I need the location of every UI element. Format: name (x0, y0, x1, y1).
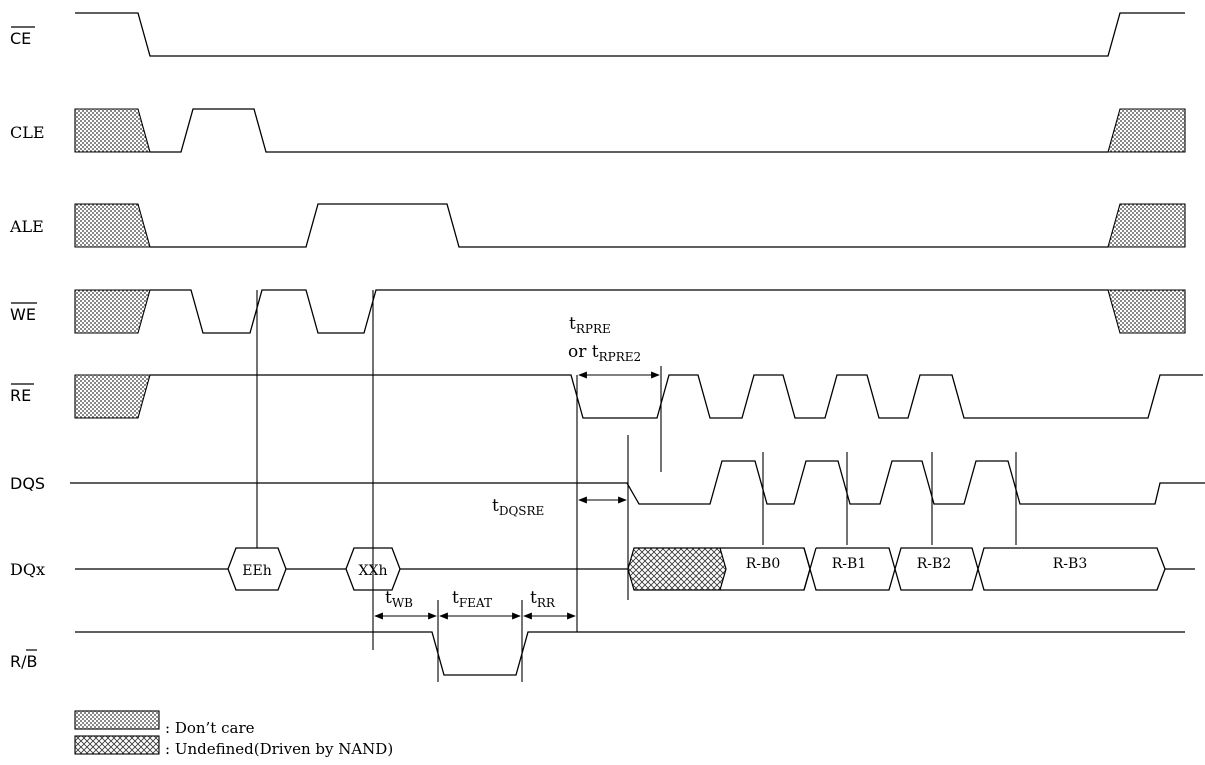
timing-twb: tWB (374, 588, 437, 620)
svg-text:R-B1: R-B1 (832, 556, 866, 572)
waveform-dqs (70, 460, 1205, 505)
legend-dont-care: : Don’t care (74, 710, 255, 737)
dont-care-region (74, 289, 151, 334)
dq-data-rb3: R-B3 (977, 547, 1166, 591)
waveform-dqx: EEh XXh R-B0 R-B1 R-B2 R-B3 (75, 547, 1195, 591)
signal-label-dqs: DQS (10, 474, 45, 493)
svg-text:DQS: DQS (10, 474, 45, 493)
svg-text:tDQSRE: tDQSRE (492, 496, 544, 518)
svg-text:WE: WE (10, 305, 36, 324)
dont-care-region (74, 108, 151, 153)
svg-text:R-B3: R-B3 (1053, 556, 1087, 572)
signal-label-re: RE (10, 383, 34, 405)
signal-label-we: WE (10, 302, 37, 324)
signal-label-dqx: DQx (10, 560, 45, 579)
svg-text:CLE: CLE (10, 123, 45, 142)
dont-care-region (1107, 203, 1186, 248)
dq-data-rb1: R-B1 (803, 547, 896, 591)
waveform-we (74, 289, 1186, 334)
svg-text:tRR: tRR (530, 588, 556, 610)
dont-care-region (1107, 108, 1186, 153)
svg-text:R-B0: R-B0 (746, 556, 780, 572)
legend-undefined: : Undefined(Driven by NAND) (74, 735, 393, 758)
svg-text:or tRPRE2: or tRPRE2 (568, 342, 641, 364)
svg-text:CE: CE (10, 29, 31, 48)
timing-tdqsre: tDQSRE (492, 496, 627, 518)
svg-text:tFEAT: tFEAT (452, 588, 492, 610)
svg-text:ALE: ALE (9, 217, 44, 236)
signal-label-cle: CLE (10, 123, 45, 142)
timing-tfeat: tFEAT (439, 588, 521, 620)
waveform-re (74, 374, 1203, 419)
dont-care-region (74, 374, 151, 419)
timing-trpre: tRPRE or tRPRE2 (568, 314, 660, 379)
svg-text:R-B2: R-B2 (917, 556, 951, 572)
reference-lines (256, 290, 1017, 682)
waveform-rb (75, 631, 1185, 676)
signal-label-ce: CE (10, 26, 35, 48)
waveform-ale (74, 203, 1186, 248)
svg-text:RE: RE (10, 386, 31, 405)
waveform-ce (75, 12, 1185, 57)
svg-text:DQx: DQx (10, 560, 45, 579)
dq-undefined-region (627, 547, 727, 591)
dq-data-rb2: R-B2 (894, 547, 979, 591)
dont-care-region (74, 203, 151, 248)
svg-text:tWB: tWB (385, 588, 413, 610)
svg-text:: Undefined(Driven by NAND): : Undefined(Driven by NAND) (165, 740, 393, 758)
svg-text:: Don’t care: : Don’t care (165, 719, 255, 737)
dq-data-rb0: R-B0 (720, 547, 811, 591)
svg-text:EEh: EEh (242, 563, 271, 579)
timing-trr: tRR (523, 588, 576, 620)
signal-label-ale: ALE (9, 217, 44, 236)
legend: : Don’t care : Undefined(Driven by NAND) (74, 710, 393, 758)
svg-text:tRPRE: tRPRE (569, 314, 611, 336)
waveform-cle (74, 108, 1186, 153)
signal-label-rb: R/B (10, 649, 38, 671)
dont-care-region (1107, 289, 1186, 334)
dq-command-eeh: EEh (227, 547, 287, 591)
svg-text:R/B: R/B (10, 652, 38, 671)
